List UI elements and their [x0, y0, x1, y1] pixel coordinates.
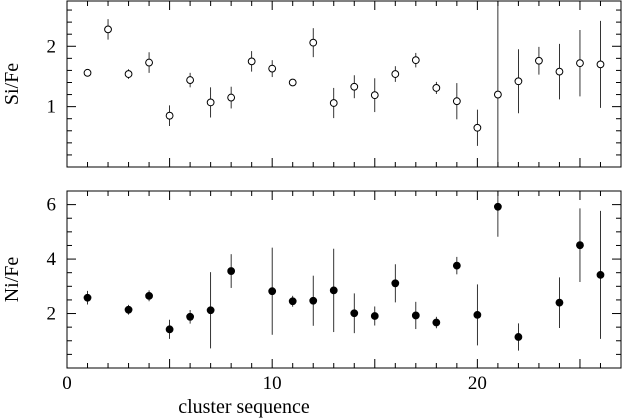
si-fe-data-point [104, 25, 112, 34]
ni-fe-data-point [370, 312, 379, 320]
ni-fe-data-point [268, 287, 277, 296]
ni-fe-data-point [227, 267, 236, 275]
ni-fe-plot-frame [66, 190, 622, 369]
si-fe-data-point [514, 77, 523, 86]
si-fe-data-point [124, 70, 133, 78]
ni-fe-data-point [411, 311, 420, 320]
ni-fe-y-axis-title: Ni/Fe [1, 257, 23, 303]
si-fe-data-point [432, 84, 441, 92]
si-fe-data-point [535, 56, 543, 65]
si-fe-data-point [555, 67, 564, 76]
ni-fe-data-point [576, 241, 584, 250]
si-fe-data-point [411, 56, 420, 65]
ni-fe-data-point [124, 305, 133, 314]
ni-fe-data-point [473, 310, 482, 319]
si-fe-data-point [268, 64, 277, 73]
si-fe-data-point [145, 58, 153, 67]
si-fe-data-point [391, 70, 400, 78]
si-fe-data-point [493, 90, 502, 99]
ni-fe-data-point [206, 306, 215, 315]
si-fe-data-point [227, 93, 236, 102]
si-fe-data-point [473, 123, 482, 132]
ni-fe-data-point [309, 296, 318, 305]
si-fe-plot-frame [66, 0, 622, 168]
y-tick-label: 2 [47, 36, 57, 57]
si-fe-data-point [576, 59, 584, 68]
ni-fe-data-point [493, 202, 502, 211]
si-fe-data-point [350, 82, 359, 91]
ni-fe-data-point [596, 270, 605, 279]
y-tick-label: 1 [47, 97, 57, 118]
si-fe-data-point [165, 111, 174, 120]
ni-fe-data-point [452, 261, 461, 270]
ni-fe-data-point [555, 298, 564, 307]
ni-fe-data-point [514, 333, 523, 341]
ni-fe-data-point [391, 279, 400, 288]
si-fe-data-point [329, 99, 338, 107]
ni-fe-data-point [350, 309, 359, 318]
x-tick-label: 20 [468, 373, 487, 394]
si-fe-data-point [452, 97, 461, 106]
ni-fe-data-point [432, 318, 441, 327]
si-fe-data-point [83, 68, 92, 77]
y-tick-label: 2 [47, 304, 57, 325]
si-fe-data-point [370, 91, 379, 100]
y-tick-label: 4 [47, 249, 57, 270]
ni-fe-data-point [329, 286, 338, 295]
si-fe-data-point [206, 98, 215, 107]
ni-fe-panel: 0 10 20 2 4 6 Ni/Fe [1, 190, 622, 394]
x-tick-label: 0 [62, 373, 72, 394]
si-fe-panel: 1 2 Si/Fe [1, 0, 622, 168]
ni-fe-data-point [288, 297, 297, 306]
si-fe-data-point [186, 76, 195, 84]
ni-fe-data-point [145, 291, 153, 300]
x-tick-label: 10 [263, 373, 282, 394]
y-tick-label: 6 [47, 195, 57, 216]
x-axis-title: cluster sequence [178, 396, 310, 418]
ni-fe-data-point [165, 325, 174, 334]
si-fe-data-point [247, 57, 256, 66]
ni-fe-data-point [83, 293, 92, 302]
si-fe-data-point [309, 38, 318, 47]
si-fe-data-point [596, 60, 605, 69]
ni-fe-data-point [186, 312, 195, 321]
si-fe-y-axis-title: Si/Fe [1, 63, 23, 105]
si-fe-data-point [288, 78, 297, 87]
